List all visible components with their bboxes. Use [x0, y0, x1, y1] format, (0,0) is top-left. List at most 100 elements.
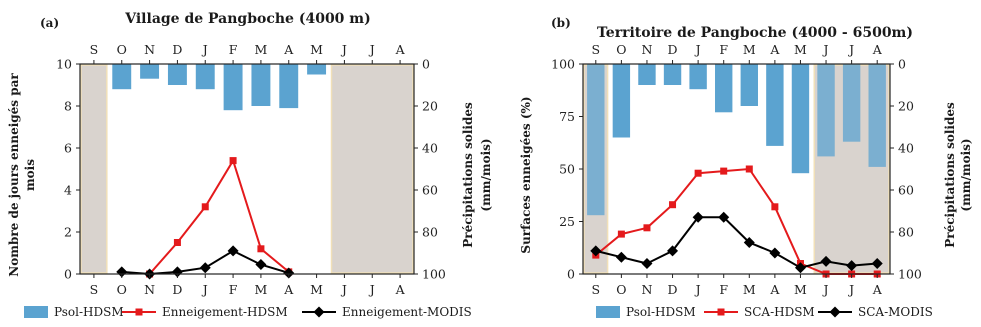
bar-psol-A	[766, 64, 784, 146]
y2-tick: 80	[422, 225, 438, 240]
y-tick: 4	[64, 183, 72, 198]
y2-tick: 20	[422, 99, 438, 114]
point-SCA-MODIS	[820, 255, 832, 267]
x-tick-top: D	[172, 42, 182, 57]
point-Enneigement-MODIS	[255, 259, 267, 271]
x-tick-bottom: F	[229, 282, 238, 297]
y2-tick: 100	[898, 267, 922, 282]
x-tick-bottom: J	[201, 282, 208, 297]
bar-psol-M	[791, 64, 810, 174]
legend-label: SCA-MODIS	[858, 305, 933, 319]
x-tick-bottom: A	[395, 282, 406, 297]
panel-a-title: Village de Pangboche (4000 m)	[124, 11, 371, 27]
point-SCA-HDSM	[643, 224, 651, 232]
x-tick-bottom: M	[255, 282, 268, 297]
y2-tick: 20	[898, 99, 914, 114]
y-tick: 0	[64, 267, 72, 282]
point-SCA-MODIS	[794, 262, 806, 274]
point-SCA-MODIS	[667, 245, 679, 257]
y-tick: 100	[551, 57, 575, 72]
x-tick-top: M	[310, 42, 323, 57]
x-tick-top: D	[668, 42, 678, 57]
bar-psol-J	[195, 64, 215, 90]
point-SCA-MODIS	[641, 258, 653, 269]
point-Enneigement-HDSM	[229, 157, 237, 165]
y2-tick: 60	[898, 183, 914, 198]
bar-psol-F	[223, 64, 243, 111]
bar-psol-M	[307, 64, 327, 75]
x-tick-top: A	[872, 42, 883, 57]
x-tick-bottom: J	[368, 282, 375, 297]
x-tick-top: A	[769, 42, 780, 57]
y2-tick: 60	[422, 183, 438, 198]
y2-axis-label: (mm/mois)	[479, 138, 493, 211]
x-tick-top: A	[283, 42, 294, 57]
bar-psol-J	[842, 64, 861, 142]
no-data-shade	[330, 64, 414, 274]
legend-a: Psol-HDSM Enneigement-HDSM Enneigement-MOD…	[24, 305, 472, 319]
point-SCA-MODIS	[615, 251, 627, 263]
x-tick-bottom: D	[668, 282, 678, 297]
point-SCA-HDSM	[771, 203, 779, 211]
x-tick-top: J	[368, 42, 375, 57]
point-Enneigement-HDSM	[173, 239, 181, 246]
y2-tick: 40	[898, 141, 914, 156]
y2-tick: 0	[422, 57, 430, 72]
chart-panel-a: (a) Village de Pangboche (4000 m) S S O O N N…	[7, 11, 493, 297]
x-tick-top: S	[90, 42, 99, 57]
point-SCA-MODIS	[692, 211, 704, 223]
x-tick-bottom: M	[794, 282, 807, 297]
legend-marker	[717, 308, 725, 316]
line-Enneigement-HDSM	[148, 158, 290, 275]
legend-b: Psol-HDSM SCA-HDSM SCA-MODIS	[596, 305, 933, 319]
x-tick-bottom: S	[90, 282, 99, 297]
point-Enneigement-MODIS	[171, 266, 183, 278]
legend-marker	[829, 306, 841, 318]
plot-frame	[79, 63, 415, 275]
bar-psol-A	[868, 64, 886, 167]
point-SCA-MODIS	[846, 260, 858, 272]
x-tick-bottom: A	[872, 282, 883, 297]
x-tick-top: M	[794, 42, 807, 57]
x-tick-bottom: O	[117, 282, 127, 297]
x-tick-top: O	[616, 42, 626, 57]
y-axis-label: Surfaces enneigées (%)	[519, 96, 533, 253]
point-SCA-MODIS	[769, 247, 781, 259]
point-Enneigement-MODIS	[227, 245, 239, 257]
point-Enneigement-HDSM	[201, 203, 209, 211]
point-Enneigement-MODIS	[283, 267, 295, 279]
y2-tick: 40	[422, 141, 438, 156]
bar-psol-A	[279, 64, 299, 109]
x-tick-top: J	[822, 42, 829, 57]
bar-psol-J	[817, 64, 835, 157]
x-tick-bottom: S	[592, 282, 601, 297]
legend-label: Enneigement-MODIS	[342, 305, 472, 319]
x-tick-bottom: A	[283, 282, 294, 297]
panel-a-label: (a)	[40, 16, 59, 30]
point-SCA-MODIS	[871, 258, 883, 269]
x-tick-top: O	[117, 42, 127, 57]
x-tick-bottom: J	[822, 282, 829, 297]
point-Enneigement-MODIS	[199, 262, 211, 274]
x-tick-top: N	[641, 42, 652, 57]
x-tick-top: M	[743, 42, 756, 57]
x-tick-bottom: J	[847, 282, 854, 297]
x-tick-top: F	[229, 42, 238, 57]
bar-psol-J	[689, 64, 707, 90]
x-tick-top: J	[847, 42, 854, 57]
x-tick-bottom: M	[310, 282, 323, 297]
point-SCA-MODIS	[718, 211, 730, 223]
chart-panel-b: (b) Territoire de Pangboche (4000 - 6500…	[519, 16, 973, 297]
x-tick-top: F	[719, 42, 728, 57]
legend-swatch-Psol-HDSM	[596, 306, 620, 318]
y-tick: 2	[64, 225, 72, 240]
bar-psol-N	[140, 64, 160, 79]
bar-psol-N	[638, 64, 656, 85]
point-SCA-HDSM	[720, 167, 728, 175]
legend-label: Psol-HDSM	[626, 305, 696, 319]
y2-axis-label: (mm/mois)	[959, 138, 973, 211]
x-tick-top: A	[395, 42, 406, 57]
point-SCA-HDSM	[617, 230, 625, 238]
x-tick-top: J	[694, 42, 701, 57]
x-tick-bottom: O	[616, 282, 626, 297]
